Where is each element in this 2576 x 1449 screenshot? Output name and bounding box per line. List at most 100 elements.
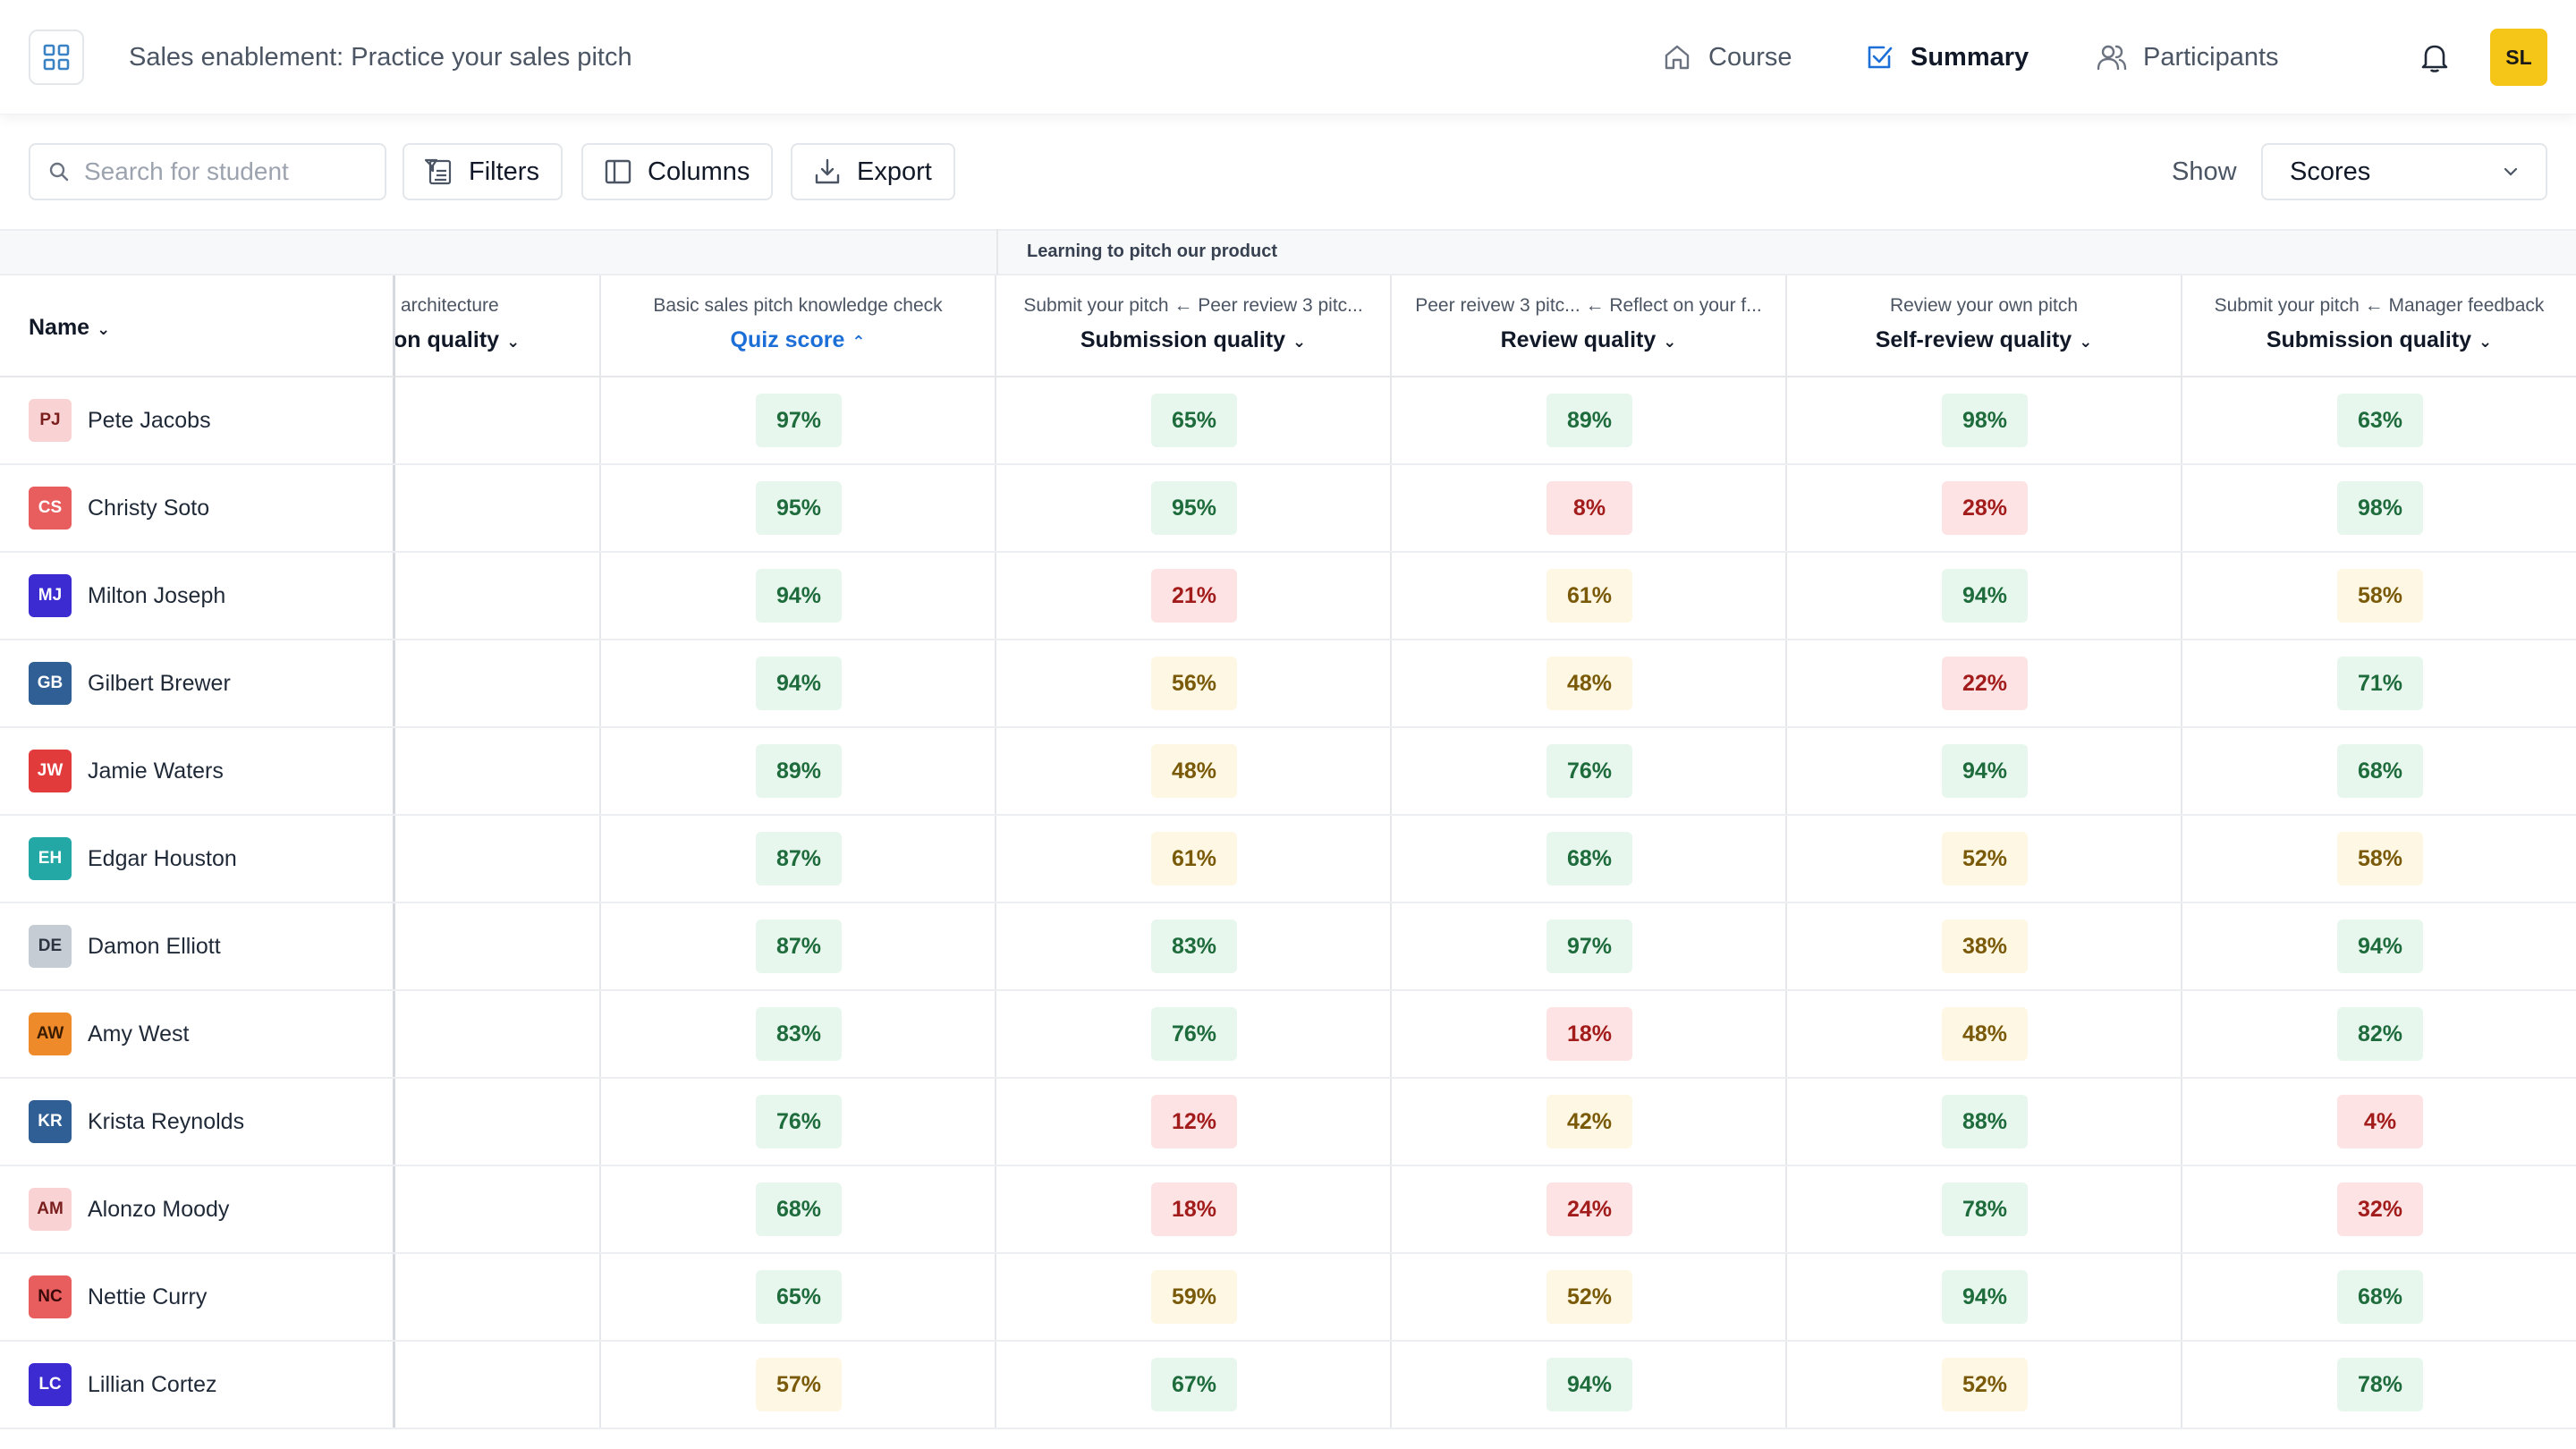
score-badge[interactable]: 58% (2337, 832, 2423, 886)
score-badge[interactable]: 52% (1546, 1270, 1632, 1324)
search-input[interactable] (82, 157, 372, 187)
student-cell[interactable]: AM Alonzo Moody (0, 1166, 395, 1252)
score-badge[interactable]: 18% (1546, 1007, 1632, 1061)
score-badge[interactable]: 68% (2337, 1270, 2423, 1324)
student-cell[interactable]: CS Christy Soto (0, 465, 395, 551)
student-cell[interactable]: LC Lillian Cortez (0, 1342, 395, 1428)
score-badge[interactable]: 42% (1546, 1095, 1632, 1148)
table-row[interactable]: MJ Milton Joseph 94% 21% 61% 94% 58% (0, 553, 2576, 640)
score-badge[interactable]: 63% (2337, 394, 2423, 447)
score-badge[interactable]: 71% (2337, 657, 2423, 710)
score-badge[interactable]: 68% (2337, 744, 2423, 798)
score-badge[interactable]: 98% (1942, 394, 2028, 447)
score-badge[interactable]: 95% (1151, 481, 1237, 535)
table-row[interactable]: PJ Pete Jacobs 97% 65% 89% 98% 63% (0, 377, 2576, 465)
nav-summary[interactable]: Summary (1864, 39, 2029, 75)
student-cell[interactable]: AW Amy West (0, 991, 395, 1077)
columns-button[interactable]: Columns (581, 143, 774, 200)
score-badge[interactable]: 57% (756, 1358, 842, 1411)
score-badge[interactable]: 68% (756, 1182, 842, 1236)
user-avatar[interactable]: SL (2490, 29, 2547, 86)
table-row[interactable]: KR Krista Reynolds 76% 12% 42% 88% 4% (0, 1079, 2576, 1166)
app-grid-button[interactable] (29, 30, 84, 85)
column-header[interactable]: Basic sales pitch knowledge check Quiz sc… (601, 275, 996, 377)
student-cell[interactable]: PJ Pete Jacobs (0, 377, 395, 463)
score-badge[interactable]: 76% (1151, 1007, 1237, 1061)
score-badge[interactable]: 4% (2337, 1095, 2423, 1148)
score-badge[interactable]: 83% (1151, 919, 1237, 973)
score-badge[interactable]: 22% (1942, 657, 2028, 710)
score-badge[interactable]: 59% (1151, 1270, 1237, 1324)
score-badge[interactable]: 82% (2337, 1007, 2423, 1061)
score-badge[interactable]: 94% (1942, 1270, 2028, 1324)
show-select[interactable]: Scores (2261, 143, 2547, 200)
score-badge[interactable]: 67% (1151, 1358, 1237, 1411)
table-row[interactable]: CS Christy Soto 95% 95% 8% 28% 98% (0, 465, 2576, 553)
score-badge[interactable]: 89% (756, 744, 842, 798)
score-badge[interactable]: 98% (2337, 481, 2423, 535)
score-badge[interactable]: 28% (1942, 481, 2028, 535)
table-row[interactable]: AW Amy West 83% 76% 18% 48% 82% (0, 991, 2576, 1079)
column-header[interactable]: architecture on quality ⌄ (394, 275, 601, 377)
score-badge[interactable]: 94% (1942, 569, 2028, 623)
search-box[interactable] (29, 143, 386, 200)
column-header[interactable]: Review your own pitch Self-review quality… (1787, 275, 2182, 377)
score-badge[interactable]: 48% (1546, 657, 1632, 710)
column-header[interactable]: Submit your pitch ← Peer review 3 pitc..… (996, 275, 1392, 377)
table-row[interactable]: GB Gilbert Brewer 94% 56% 48% 22% 71% (0, 640, 2576, 728)
student-cell[interactable]: MJ Milton Joseph (0, 553, 395, 639)
table-row[interactable]: LC Lillian Cortez 57% 67% 94% 52% 78% (0, 1342, 2576, 1429)
score-badge[interactable]: 18% (1151, 1182, 1237, 1236)
student-cell[interactable]: NC Nettie Curry (0, 1254, 395, 1340)
score-badge[interactable]: 78% (2337, 1358, 2423, 1411)
score-badge[interactable]: 89% (1546, 394, 1632, 447)
score-badge[interactable]: 65% (1151, 394, 1237, 447)
score-badge[interactable]: 48% (1151, 744, 1237, 798)
score-badge[interactable]: 58% (2337, 569, 2423, 623)
filters-button[interactable]: Filters (402, 143, 563, 200)
score-badge[interactable]: 94% (756, 569, 842, 623)
table-row[interactable]: EH Edgar Houston 87% 61% 68% 52% 58% (0, 816, 2576, 903)
score-badge[interactable]: 87% (756, 832, 842, 886)
score-badge[interactable]: 97% (756, 394, 842, 447)
score-badge[interactable]: 94% (756, 657, 842, 710)
nav-participants[interactable]: Participants (2097, 39, 2279, 75)
student-cell[interactable]: DE Damon Elliott (0, 903, 395, 989)
score-badge[interactable]: 48% (1942, 1007, 2028, 1061)
score-badge[interactable]: 94% (2337, 919, 2423, 973)
score-badge[interactable]: 94% (1942, 744, 2028, 798)
score-badge[interactable]: 61% (1151, 832, 1237, 886)
table-row[interactable]: DE Damon Elliott 87% 83% 97% 38% 94% (0, 903, 2576, 991)
score-badge[interactable]: 65% (756, 1270, 842, 1324)
score-badge[interactable]: 83% (756, 1007, 842, 1061)
score-badge[interactable]: 95% (756, 481, 842, 535)
score-badge[interactable]: 56% (1151, 657, 1237, 710)
bell-icon[interactable] (2417, 39, 2453, 75)
score-badge[interactable]: 52% (1942, 832, 2028, 886)
score-badge[interactable]: 38% (1942, 919, 2028, 973)
score-badge[interactable]: 68% (1546, 832, 1632, 886)
student-cell[interactable]: EH Edgar Houston (0, 816, 395, 902)
export-button[interactable]: Export (791, 143, 955, 200)
score-badge[interactable]: 52% (1942, 1358, 2028, 1411)
column-header[interactable]: Submit your pitch ← Manager feedback Subm… (2182, 275, 2576, 377)
score-badge[interactable]: 21% (1151, 569, 1237, 623)
table-row[interactable]: AM Alonzo Moody 68% 18% 24% 78% 32% (0, 1166, 2576, 1254)
score-badge[interactable]: 87% (756, 919, 842, 973)
score-badge[interactable]: 76% (1546, 744, 1632, 798)
table-row[interactable]: NC Nettie Curry 65% 59% 52% 94% 68% (0, 1254, 2576, 1342)
score-badge[interactable]: 12% (1151, 1095, 1237, 1148)
score-badge[interactable]: 76% (756, 1095, 842, 1148)
name-column-header[interactable]: Name ⌄ (0, 275, 395, 377)
score-badge[interactable]: 8% (1546, 481, 1632, 535)
score-badge[interactable]: 88% (1942, 1095, 2028, 1148)
student-cell[interactable]: JW Jamie Waters (0, 728, 395, 814)
score-badge[interactable]: 61% (1546, 569, 1632, 623)
score-badge[interactable]: 94% (1546, 1358, 1632, 1411)
score-badge[interactable]: 24% (1546, 1182, 1632, 1236)
column-header[interactable]: Peer reivew 3 pitc... ← Reflect on your … (1392, 275, 1787, 377)
student-cell[interactable]: GB Gilbert Brewer (0, 640, 395, 726)
student-cell[interactable]: KR Krista Reynolds (0, 1079, 395, 1165)
table-row[interactable]: JW Jamie Waters 89% 48% 76% 94% 68% (0, 728, 2576, 816)
score-badge[interactable]: 97% (1546, 919, 1632, 973)
